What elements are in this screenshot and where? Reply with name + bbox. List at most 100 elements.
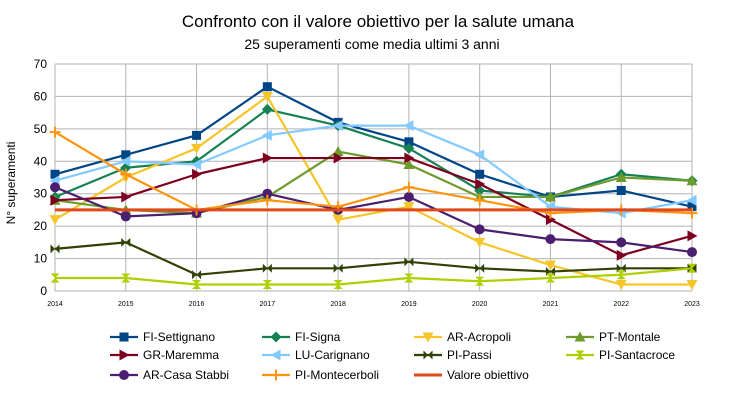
data-point — [687, 263, 697, 269]
data-point — [615, 280, 627, 291]
data-point — [121, 191, 132, 203]
legend-entry: PI-Passi — [414, 348, 492, 362]
data-point — [191, 159, 202, 171]
series-line — [55, 267, 693, 286]
data-point-part — [692, 263, 697, 273]
legend-marker — [575, 350, 585, 355]
legend-label: PI-Passi — [447, 348, 492, 362]
data-point — [403, 159, 415, 170]
data-point — [475, 169, 485, 179]
data-point — [50, 273, 60, 279]
data-point-part — [338, 263, 343, 273]
x-tick-label: 2020 — [472, 301, 488, 308]
data-point — [262, 82, 272, 92]
series-line — [54, 156, 693, 257]
legend-entry: FI-Settignano — [110, 330, 215, 344]
data-point — [616, 270, 626, 275]
x-tick-label: 2017 — [260, 301, 276, 308]
series-group — [49, 82, 698, 291]
legend-marker — [270, 349, 281, 361]
y-tick-label: 40 — [34, 154, 48, 168]
data-point — [544, 191, 556, 202]
y-tick-label: 0 — [40, 284, 47, 298]
y-axis-label: N° superamenti — [4, 142, 18, 225]
data-point-part — [267, 263, 272, 273]
series-gr-maremma — [50, 152, 698, 261]
data-point — [404, 273, 414, 279]
legend-marker — [119, 349, 130, 361]
y-tick-label: 50 — [34, 122, 48, 136]
data-point — [403, 202, 415, 213]
data-point — [687, 202, 697, 212]
data-point-part — [428, 350, 433, 360]
series-pi-passi — [50, 237, 697, 280]
data-point — [332, 215, 344, 226]
x-tick-label: 2023 — [684, 301, 700, 308]
legend-entry: FI-Signa — [262, 330, 341, 344]
data-point — [50, 169, 60, 179]
data-point — [49, 215, 61, 226]
data-point — [121, 150, 131, 160]
y-tick-label: 10 — [34, 252, 48, 266]
data-point — [545, 214, 556, 226]
data-point — [50, 182, 60, 193]
data-point — [262, 152, 273, 164]
data-point-part — [196, 270, 202, 280]
series-fi-settignano — [50, 82, 697, 212]
y-tick-label: 20 — [34, 219, 48, 233]
data-point — [545, 273, 555, 279]
data-point-part — [616, 274, 626, 280]
chart-title: Confronto con il valore obiettivo per la… — [182, 12, 575, 31]
axes: 0 10 20 30 40 50 60 70 2014 2015 2016 2017 2018 2019 2… — [34, 57, 700, 308]
data-point — [544, 260, 556, 271]
y-tick-label: 60 — [34, 89, 48, 103]
data-point — [192, 280, 202, 285]
data-point — [404, 152, 415, 164]
data-point-part — [687, 268, 697, 273]
data-point — [475, 178, 486, 190]
data-point — [474, 237, 486, 248]
data-point — [545, 234, 556, 245]
data-point-part — [404, 278, 414, 283]
legend-marker — [423, 350, 428, 360]
x-tick-label: 2021 — [543, 301, 559, 308]
series-pi-montecerboli — [49, 126, 698, 219]
x-tick-label: 2018 — [330, 301, 346, 308]
data-point-part — [192, 284, 202, 290]
data-point — [192, 130, 202, 140]
data-point — [262, 280, 272, 285]
legend: FI-Settignano FI-Signa AR-Acropoli PT-Monta… — [110, 330, 675, 382]
data-point-part — [55, 244, 60, 254]
data-point — [261, 129, 272, 141]
data-point — [404, 137, 414, 147]
x-tick-label: 2016 — [189, 301, 205, 308]
legend-entry: Valore obiettivo — [414, 368, 529, 382]
legend-label: FI-Settignano — [143, 330, 215, 344]
legend-label: FI-Signa — [295, 330, 341, 344]
data-point-part — [479, 263, 485, 273]
series-pi-santacroce — [50, 263, 697, 290]
legend-label: LU-Carignano — [295, 348, 370, 362]
data-point — [403, 120, 414, 132]
data-point — [191, 143, 203, 154]
x-tick-label: 2022 — [613, 301, 629, 308]
data-point — [686, 194, 697, 206]
legend-entry: AR-Acropoli — [414, 330, 511, 344]
legend-entry: PI-Montecerboli — [262, 368, 379, 382]
legend-marker — [422, 332, 434, 343]
data-point — [261, 103, 273, 115]
data-point-part — [408, 257, 414, 267]
data-point — [475, 276, 485, 282]
x-tick-label: 2015 — [118, 301, 134, 308]
data-point — [50, 244, 55, 254]
x-tick-label: 2014 — [47, 301, 63, 308]
legend-marker — [270, 331, 282, 343]
y-tick-label: 70 — [34, 57, 48, 71]
data-point — [333, 152, 344, 164]
legend-label: PI-Montecerboli — [295, 368, 379, 382]
data-point — [686, 280, 698, 291]
data-point — [333, 280, 343, 285]
grid-lines — [54, 63, 693, 292]
y-tick-label: 30 — [34, 187, 48, 201]
